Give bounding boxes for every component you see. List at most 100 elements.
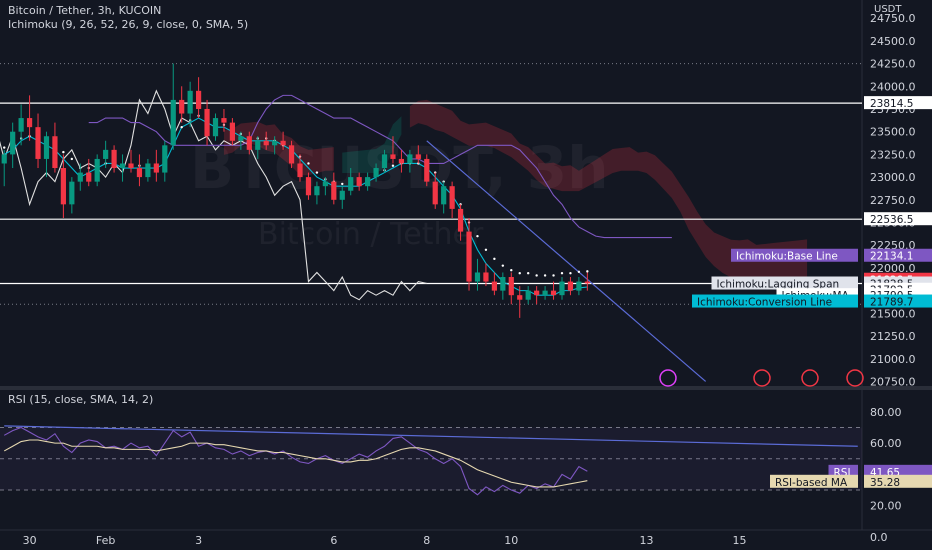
price-axis-tick: 21250.0 [870, 330, 916, 343]
candle-body [500, 277, 506, 291]
indicator-label-tag [731, 248, 858, 262]
ichimoku-ma-dot [62, 150, 65, 154]
candle-body [119, 163, 126, 169]
candle-body [331, 181, 337, 200]
event-marker-icon [659, 369, 677, 387]
price-axis-tick: 24250.0 [870, 58, 916, 71]
candle-body [415, 154, 421, 159]
candle-body [272, 140, 278, 146]
ichimoku-ma-dot [501, 264, 505, 267]
price-tag-value: 23814.5 [870, 98, 913, 110]
candle-body [60, 168, 66, 205]
rsi-axis-tick: 20.00 [870, 500, 902, 513]
price-axis-tick: 20750.0 [870, 375, 916, 388]
candle-body [1, 154, 7, 164]
candle-body [314, 186, 320, 196]
candle-body [195, 90, 202, 109]
ichimoku-ma-dot [315, 171, 319, 174]
candle-body [508, 277, 514, 296]
price-trendline [426, 140, 707, 382]
candle-body [424, 158, 430, 182]
price-tag [864, 212, 932, 226]
price-axis-tick: 23500.0 [870, 126, 916, 139]
ichimoku-ma-dot [391, 164, 395, 167]
candle-body [153, 163, 159, 173]
ichimoku-ma-dot [180, 125, 183, 129]
candle-body [26, 118, 33, 128]
candle-body [246, 136, 252, 150]
candle-body [212, 118, 219, 137]
candle-body [441, 186, 447, 205]
candle-body [466, 231, 472, 282]
rsi-legend[interactable]: RSI (15, close, SMA, 14, 2) [8, 393, 154, 406]
candle-body [52, 136, 58, 169]
candle-body [288, 145, 295, 164]
candle-body [584, 281, 590, 284]
candle-body [407, 154, 413, 164]
candle-body [263, 140, 269, 146]
lagging-span-line [0, 89, 427, 301]
ichimoku-legend[interactable]: Ichimoku (9, 26, 52, 26, 9, close, 0, SM… [8, 18, 249, 31]
candle-body [356, 177, 362, 187]
candle-body [491, 281, 497, 291]
ichimoku-ma-dot [476, 234, 479, 238]
ichimoku-ma-dot [526, 271, 530, 275]
candle-body [398, 158, 405, 164]
rsi-trendline [4, 425, 858, 447]
price-tag-value: 22536.5 [870, 214, 913, 226]
event-marker-icon [846, 369, 864, 387]
candle-body [77, 172, 83, 182]
time-axis-tick: 30 [23, 534, 37, 547]
candle-body [550, 290, 557, 296]
candle-body [390, 154, 396, 159]
ichimoku-ma-dot [341, 182, 344, 186]
indicator-label-text: Ichimoku:Conversion Line [697, 297, 832, 309]
rsi-axis-tick: 80.00 [870, 406, 902, 419]
time-axis-tick: 8 [423, 534, 430, 547]
ichimoku-ma-dot [3, 146, 6, 149]
price-axis-tick: 24750.0 [870, 12, 916, 25]
candle-body [43, 136, 50, 159]
candle-body [305, 177, 312, 196]
candle-body [348, 177, 354, 191]
rsi-axis-tick: 60.00 [870, 437, 902, 450]
rsi-label-tag [770, 474, 858, 488]
conversion-line [3, 117, 588, 296]
candle-body [255, 140, 261, 150]
symbol-title[interactable]: Bitcoin / Tether, 3h, KUCOIN [8, 4, 162, 17]
rsi-line [3, 426, 588, 496]
time-axis-tick: 10 [504, 534, 518, 547]
candle-body [145, 163, 151, 178]
ichimoku-ma-dot [577, 270, 581, 274]
ichimoku-ma-dot [484, 248, 488, 251]
price-axis-tick: 21000.0 [870, 353, 916, 366]
ichimoku-ma-dot [510, 269, 513, 272]
time-axis-tick: 6 [330, 534, 337, 547]
indicator-label-tag [692, 294, 858, 308]
event-marker-icon [753, 369, 771, 387]
candle-body [187, 90, 193, 114]
price-tag [864, 96, 932, 110]
price-tag [864, 294, 932, 308]
candle-body [365, 177, 371, 187]
candle-body [525, 290, 531, 300]
candle-body [86, 172, 92, 182]
candle-body [69, 181, 75, 205]
ichimoku-ma-dot [586, 270, 589, 273]
candle-body [179, 99, 185, 114]
rsi-ma-line [3, 439, 588, 488]
price-axis-tick: 22000.0 [870, 262, 916, 275]
price-axis-tick: 24000.0 [870, 80, 916, 93]
rsi-value-tag [864, 464, 932, 478]
ichimoku-ma-dot [543, 274, 547, 277]
candle-body [35, 127, 41, 159]
rsi-label-tag [828, 464, 858, 478]
candle-body [111, 149, 117, 169]
candle-body [457, 208, 464, 232]
candle-body [94, 158, 100, 182]
time-axis-tick: 15 [732, 534, 746, 547]
price-tag-value: 21789.7 [870, 297, 913, 309]
price-tag [864, 248, 932, 262]
candle-body [559, 281, 565, 296]
